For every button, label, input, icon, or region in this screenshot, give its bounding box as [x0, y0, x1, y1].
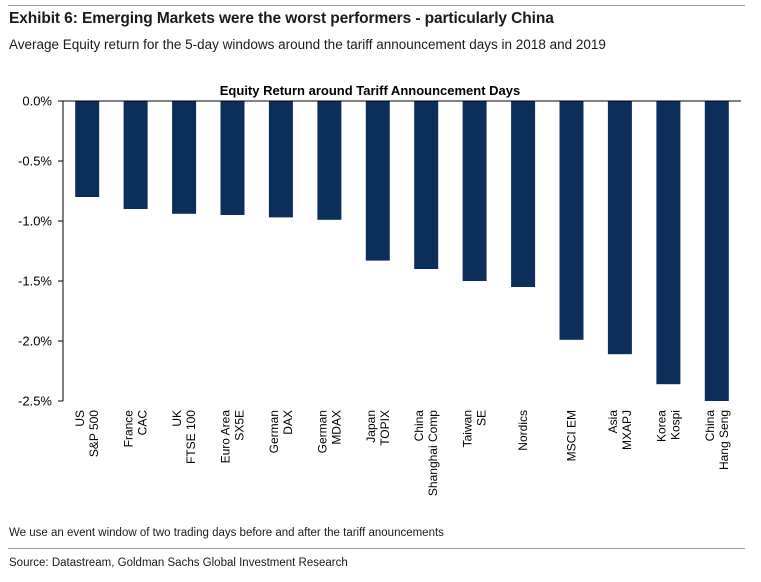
- y-tick-label: -2.0%: [18, 334, 52, 349]
- category-label: Korea: [654, 410, 668, 442]
- category-label: UK: [170, 410, 184, 427]
- category-label: DAX: [281, 410, 295, 435]
- bar-5: [317, 101, 342, 220]
- category-label: German: [315, 410, 329, 453]
- category-label: SX5E: [233, 410, 247, 441]
- category-label: US: [73, 410, 87, 427]
- bar-0: [75, 101, 100, 197]
- category-label: CAC: [136, 410, 150, 436]
- bar-13: [704, 101, 729, 401]
- category-label: MXAPJ: [620, 410, 634, 450]
- category-label: FTSE 100: [184, 410, 198, 464]
- chart-title: Equity Return around Tariff Announcement…: [220, 83, 520, 98]
- bars-group: [75, 101, 729, 401]
- bar-1: [123, 101, 148, 209]
- bar-9: [511, 101, 536, 287]
- category-label: Shanghai Comp: [426, 410, 440, 496]
- bar-4: [268, 101, 293, 218]
- category-label: Hang Seng: [717, 410, 731, 470]
- category-label: Euro Area: [219, 410, 233, 464]
- bar-10: [559, 101, 584, 340]
- y-tick-label: 0.0%: [22, 94, 52, 109]
- bar-3: [220, 101, 245, 215]
- bar-chart: Equity Return around Tariff Announcement…: [18, 83, 741, 496]
- footnote: We use an event window of two trading da…: [9, 527, 444, 539]
- category-label: France: [122, 410, 136, 448]
- category-label: China: [412, 410, 426, 442]
- category-label: German: [267, 410, 281, 453]
- bar-11: [607, 101, 632, 355]
- category-label: China: [703, 410, 717, 442]
- category-label: Taiwan: [461, 410, 475, 447]
- category-label: Nordics: [516, 410, 530, 451]
- category-labels: US S&P 500 France CAC UK FTSE 100 Euro Area SX5…: [73, 410, 731, 496]
- exhibit-subtitle: Average Equity return for the 5-day wind…: [9, 37, 606, 52]
- y-tick-label: -0.5%: [18, 154, 52, 169]
- bar-12: [656, 101, 681, 385]
- category-label: S&P 500: [87, 410, 101, 457]
- category-label: TOPIX: [378, 410, 392, 446]
- y-tick-label: -1.0%: [18, 214, 52, 229]
- top-divider: [8, 5, 745, 6]
- category-label: MDAX: [329, 410, 343, 445]
- category-label: SE: [475, 410, 489, 426]
- footer-divider: [8, 548, 745, 549]
- category-label: MSCI EM: [565, 410, 579, 461]
- y-tick-label: -2.5%: [18, 394, 52, 409]
- y-tick-label: -1.5%: [18, 274, 52, 289]
- source-note: Source: Datastream, Goldman Sachs Global…: [9, 557, 348, 569]
- bar-8: [462, 101, 487, 281]
- category-label: Japan: [364, 410, 378, 443]
- category-label: Asia: [606, 410, 620, 434]
- y-axis: 0.0% -0.5% -1.0% -1.5% -2.0% -2.5%: [18, 94, 64, 409]
- bar-6: [365, 101, 390, 261]
- category-label: Kospi: [668, 410, 682, 440]
- exhibit-title: Exhibit 6: Emerging Markets were the wor…: [9, 10, 554, 27]
- bar-7: [414, 101, 439, 269]
- bar-2: [172, 101, 197, 214]
